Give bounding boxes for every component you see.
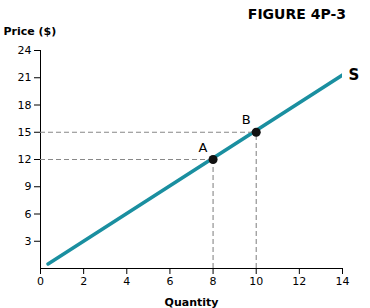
- svg-text:6: 6: [166, 275, 173, 288]
- svg-text:15: 15: [18, 126, 32, 139]
- svg-text:A: A: [199, 140, 208, 155]
- svg-text:12: 12: [18, 153, 32, 166]
- html-text:FIGURE 4P-3: FIGURE 4P-3: [247, 6, 346, 22]
- svg-text:18: 18: [18, 99, 32, 112]
- svg-text:24: 24: [18, 44, 32, 57]
- svg-text:S: S: [349, 66, 360, 84]
- svg-text:9: 9: [25, 180, 32, 193]
- svg-text:10: 10: [249, 275, 263, 288]
- svg-text:0: 0: [37, 275, 44, 288]
- svg-text:21: 21: [18, 71, 32, 84]
- svg-text:6: 6: [25, 208, 32, 221]
- svg-text:4: 4: [123, 275, 130, 288]
- svg-text:2: 2: [80, 275, 87, 288]
- svg-text:Price ($): Price ($): [4, 25, 57, 38]
- svg-text:B: B: [242, 112, 251, 127]
- svg-text:Quantity: Quantity: [165, 296, 219, 308]
- svg-text:12: 12: [292, 275, 306, 288]
- svg-text:8: 8: [210, 275, 217, 288]
- svg-text:14: 14: [336, 275, 350, 288]
- svg-text:3: 3: [25, 235, 32, 248]
